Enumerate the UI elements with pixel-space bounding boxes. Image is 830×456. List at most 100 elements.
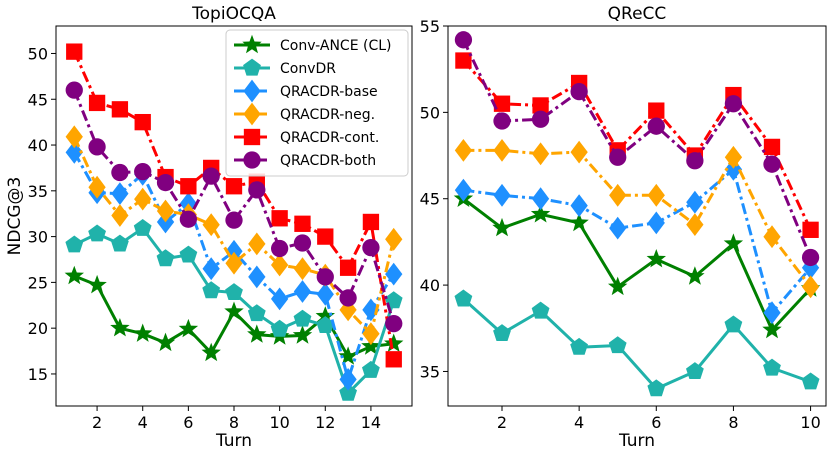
data-point-qracdr-both — [65, 81, 83, 99]
data-point-qracdr-cont — [339, 259, 357, 276]
data-point-qracdr-cont — [385, 351, 402, 368]
legend-marker-qracdr-neg — [243, 102, 261, 126]
data-point-qracdr-neg — [293, 257, 312, 281]
y-tick-label: 30 — [28, 228, 48, 247]
data-point-qracdr-both — [686, 152, 704, 170]
plot-area-qrecc — [453, 31, 821, 397]
data-point-conv-ance-cl — [685, 266, 705, 285]
series-line-qracdr-base — [463, 167, 812, 315]
data-point-convdr — [454, 289, 473, 307]
data-point-qracdr-both — [339, 289, 357, 307]
plot-area-topiocqa — [64, 43, 404, 401]
data-point-qracdr-cont — [362, 213, 380, 231]
series-line-qracdr-base — [72, 151, 395, 381]
legend-marker-qracdr-cont — [243, 128, 261, 146]
series-line-convdr — [462, 297, 812, 391]
data-point-qracdr-neg — [271, 253, 289, 277]
data-point-convdr — [247, 304, 266, 322]
chart-panel-qrecc: QReCC Turn 2 4 6 8 10 35 40 45 50 55 — [420, 4, 827, 451]
data-point-qracdr-neg — [724, 145, 743, 169]
data-point-qracdr-both — [88, 138, 106, 156]
data-point-qracdr-cont — [111, 101, 129, 118]
data-point-convdr — [686, 362, 704, 379]
data-point-conv-ance-cl — [723, 233, 744, 252]
data-point-qracdr-cont — [180, 178, 197, 195]
data-point-qracdr-both — [202, 167, 220, 185]
data-point-convdr — [133, 219, 152, 236]
x-tick-label: 6 — [651, 413, 661, 432]
data-point-conv-ance-cl — [384, 333, 404, 352]
y-tick-label: 55 — [420, 17, 440, 36]
data-point-qracdr-neg — [763, 225, 781, 249]
data-point-qracdr-neg — [111, 204, 129, 227]
data-point-conv-ance-cl — [361, 336, 381, 355]
data-point-convdr — [647, 379, 666, 397]
series-line-qracdr-cont — [462, 59, 812, 231]
y-tick-label: 45 — [420, 190, 440, 209]
data-point-qracdr-both — [362, 238, 380, 257]
legend-marker-convdr — [243, 58, 261, 76]
legend-label-qracdr-base: QRACDR-base — [280, 84, 378, 100]
data-point-convdr — [179, 245, 198, 263]
data-point-qracdr-neg — [385, 227, 403, 251]
data-point-qracdr-base — [339, 368, 357, 391]
data-point-qracdr-both — [454, 31, 473, 49]
data-point-qracdr-both — [179, 210, 197, 228]
data-point-qracdr-neg — [65, 125, 83, 149]
chart-title-qrecc: QReCC — [608, 4, 667, 24]
data-point-qracdr-both — [801, 248, 820, 267]
data-point-qracdr-base — [111, 182, 129, 205]
data-point-qracdr-both — [271, 239, 289, 258]
data-point-qracdr-cont — [648, 102, 665, 119]
data-point-qracdr-both — [763, 155, 781, 173]
y-tick-label: 20 — [28, 319, 48, 338]
data-point-qracdr-both — [156, 173, 175, 192]
data-point-qracdr-neg — [454, 139, 473, 162]
data-point-convdr — [202, 281, 221, 299]
series-line-conv-ance-cl — [462, 197, 812, 332]
data-point-convdr — [156, 249, 175, 267]
data-point-conv-ance-cl — [569, 212, 589, 232]
data-point-qracdr-cont — [763, 138, 781, 156]
data-point-qracdr-cont — [532, 97, 549, 114]
data-point-qracdr-base — [570, 194, 588, 217]
legend-label-qracdr-neg: QRACDR-neg. — [280, 107, 375, 123]
data-point-qracdr-cont — [88, 94, 106, 112]
x-tick-label: 14 — [361, 413, 381, 432]
data-point-qracdr-base — [316, 282, 334, 306]
data-point-convdr — [362, 360, 380, 378]
axes-frame-qrecc — [447, 25, 827, 407]
data-point-qracdr-both — [609, 148, 627, 166]
data-point-qracdr-base — [362, 298, 380, 322]
data-point-conv-ance-cl — [133, 323, 153, 342]
data-point-qracdr-neg — [493, 139, 511, 162]
data-point-qracdr-cont — [294, 215, 311, 232]
y-tick-label: 50 — [420, 103, 440, 122]
data-point-conv-ance-cl — [247, 324, 267, 343]
data-point-qracdr-base — [609, 216, 627, 240]
x-tick-label: 4 — [574, 413, 584, 432]
data-point-qracdr-neg — [225, 251, 243, 275]
data-point-convdr — [801, 372, 820, 390]
data-point-conv-ance-cl — [110, 318, 130, 337]
x-tick-label: 2 — [92, 413, 102, 432]
y-tick-label: 50 — [28, 44, 48, 63]
data-point-qracdr-base — [202, 257, 220, 281]
y-tick-label: 40 — [28, 136, 48, 155]
data-point-convdr — [493, 324, 511, 341]
data-point-qracdr-base — [271, 287, 289, 311]
legend-label-qracdr-cont: QRACDR-cont. — [280, 130, 379, 146]
data-point-qracdr-neg — [647, 183, 665, 207]
axes-frame-topiocqa — [55, 25, 413, 407]
x-tick-label: 4 — [138, 413, 148, 432]
data-point-qracdr-neg — [686, 213, 704, 236]
data-point-conv-ance-cl — [155, 332, 176, 352]
data-point-qracdr-base — [293, 280, 312, 303]
data-point-conv-ance-cl — [201, 342, 221, 362]
data-point-qracdr-both — [385, 314, 403, 333]
x-tick-label: 6 — [183, 413, 193, 432]
data-point-convdr — [111, 234, 129, 252]
data-point-convdr — [339, 383, 357, 401]
data-point-qracdr-base — [647, 211, 665, 235]
